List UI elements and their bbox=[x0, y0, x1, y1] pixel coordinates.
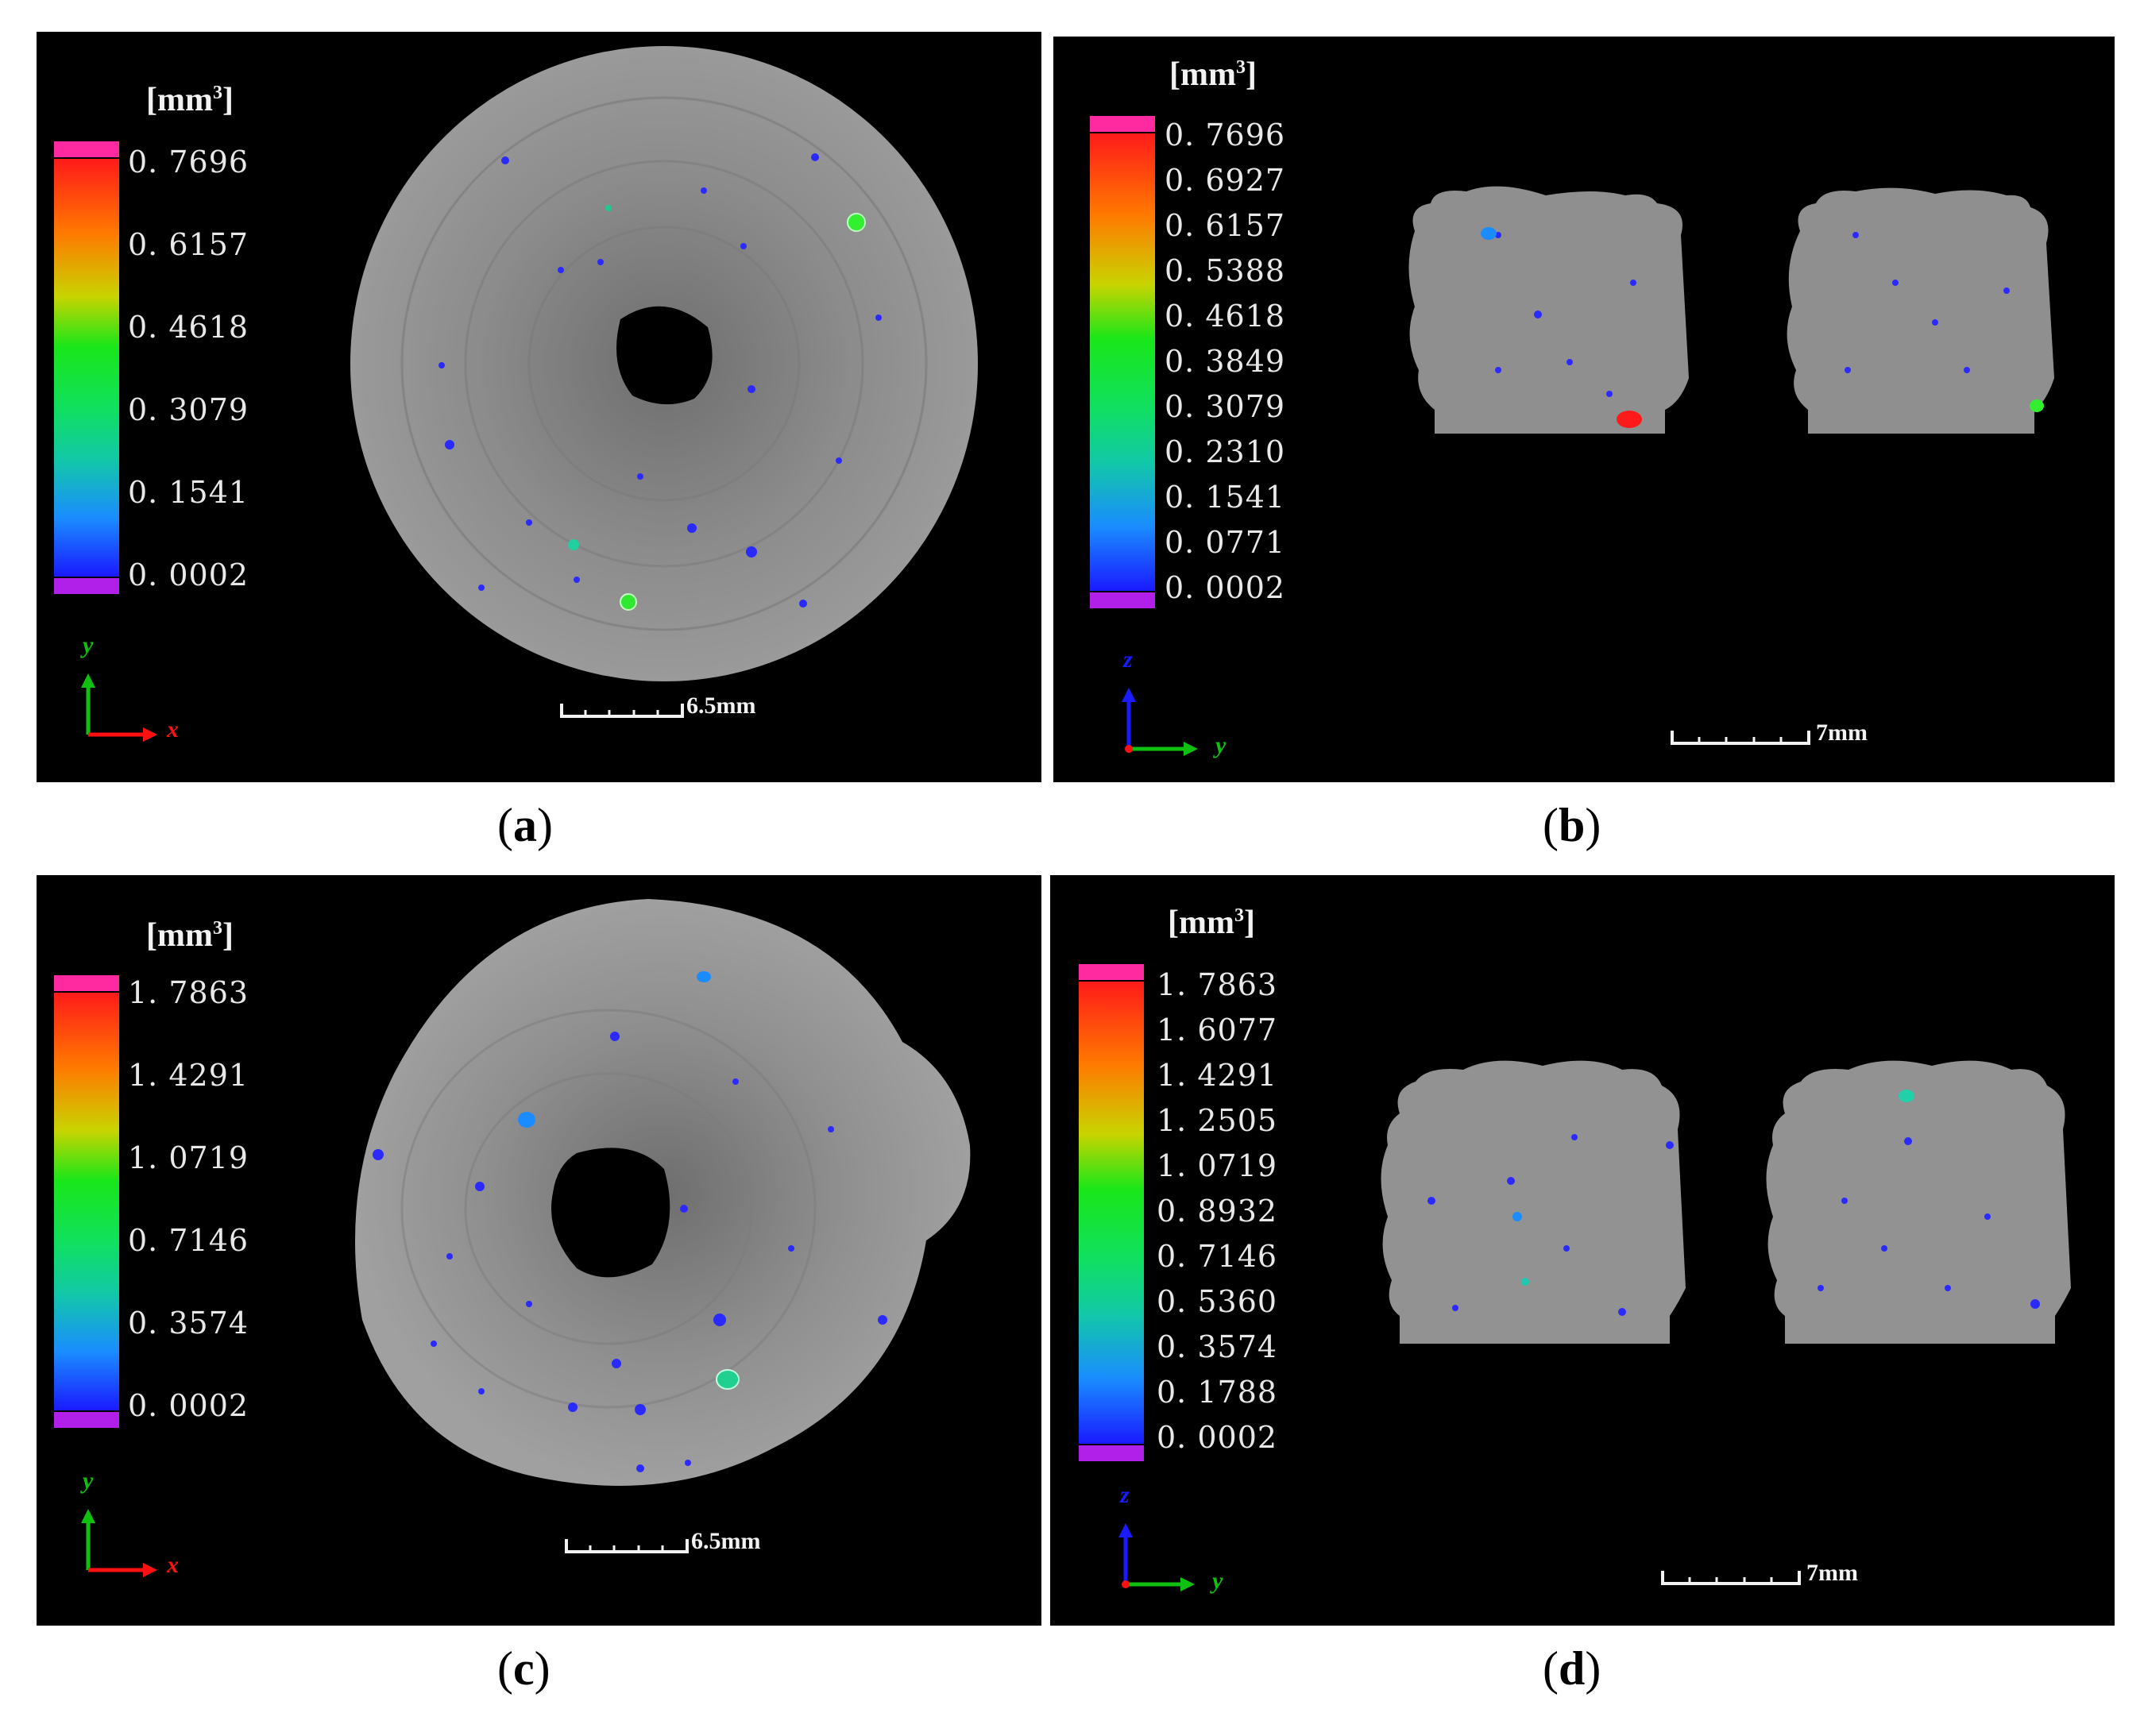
colorbar bbox=[54, 141, 119, 594]
colorbar-tick-label: 0. 3079 bbox=[128, 392, 249, 427]
scale-bar-label: 7mm bbox=[1806, 1560, 1858, 1586]
colorbar-tick-label: 0. 5388 bbox=[1165, 253, 1286, 288]
specimen-cross-sections-side-view bbox=[1381, 1060, 2071, 1344]
panel-d: [mm3] 1. 7863 1. 6077 1. 4291 1. 2505 1.… bbox=[1050, 875, 2115, 1626]
scale-bar bbox=[560, 704, 684, 718]
colorbar-bottom-cap bbox=[1079, 1445, 1144, 1461]
colorbar-unit: [mm3] bbox=[146, 917, 234, 954]
axis-label-vertical: y bbox=[83, 632, 94, 658]
caption-c: (c) bbox=[497, 1642, 550, 1695]
coordinate-axes-icon bbox=[81, 673, 157, 742]
colorbar-top-cap bbox=[1090, 116, 1155, 132]
colorbar-tick-label: 0. 3849 bbox=[1165, 344, 1286, 379]
colorbar-tick-label: 0. 7146 bbox=[128, 1223, 249, 1258]
colorbar-gradient bbox=[54, 159, 119, 577]
coordinate-axes-icon bbox=[81, 1509, 157, 1577]
colorbar-tick-label: 0. 3574 bbox=[1157, 1329, 1278, 1364]
colorbar-tick-label: 1. 0719 bbox=[128, 1140, 249, 1175]
colorbar-tick-label: 0. 3574 bbox=[128, 1306, 249, 1341]
colorbar-gradient bbox=[54, 993, 119, 1410]
colorbar bbox=[1079, 964, 1144, 1461]
colorbar-tick-label: 1. 4291 bbox=[128, 1058, 249, 1093]
colorbar-tick-label: 0. 6157 bbox=[128, 227, 249, 262]
axis-label-horizontal: y bbox=[1212, 1568, 1223, 1594]
colorbar-tick-label: 0. 6927 bbox=[1165, 163, 1286, 198]
specimen-ring-top-view bbox=[355, 899, 971, 1486]
colorbar-unit: [mm3] bbox=[146, 82, 234, 118]
colorbar-tick-label: 0. 7696 bbox=[128, 145, 249, 179]
colorbar-tick-label: 0. 1541 bbox=[128, 475, 249, 510]
axis-label-vertical: z bbox=[1120, 1482, 1130, 1508]
colorbar-tick-label: 0. 0771 bbox=[1165, 525, 1286, 560]
scale-bar bbox=[565, 1539, 689, 1553]
colorbar bbox=[1090, 116, 1155, 608]
colorbar-top-cap bbox=[54, 975, 119, 991]
scale-bar-label: 6.5mm bbox=[691, 1528, 761, 1554]
axis-label-vertical: z bbox=[1123, 646, 1133, 673]
scale-bar-label: 6.5mm bbox=[686, 692, 756, 719]
colorbar-tick-label: 0. 0002 bbox=[128, 557, 249, 592]
colorbar-unit: [mm3] bbox=[1168, 905, 1255, 941]
colorbar-tick-label: 0. 0002 bbox=[1157, 1420, 1278, 1455]
colorbar-tick-label: 0. 3079 bbox=[1165, 389, 1286, 424]
specimen-cross-sections-side-view bbox=[1408, 186, 2054, 434]
caption-a: (a) bbox=[497, 799, 553, 851]
colorbar-top-cap bbox=[1079, 964, 1144, 980]
colorbar-tick-label: 1. 2505 bbox=[1157, 1103, 1278, 1138]
colorbar-tick-label: 0. 1788 bbox=[1157, 1375, 1278, 1410]
scale-bar-label: 7mm bbox=[1816, 719, 1868, 746]
colorbar-bottom-cap bbox=[54, 1412, 119, 1428]
colorbar-tick-label: 0. 7696 bbox=[1165, 118, 1286, 152]
caption-b: (b) bbox=[1543, 799, 1601, 851]
colorbar-unit: [mm3] bbox=[1169, 56, 1257, 93]
panel-c: [mm3] 1. 7863 1. 4291 1. 0719 0. 7146 0.… bbox=[37, 875, 1041, 1626]
colorbar-tick-label: 0. 8932 bbox=[1157, 1194, 1278, 1229]
colorbar-tick-label: 0. 4618 bbox=[128, 310, 249, 345]
colorbar-top-cap bbox=[54, 141, 119, 157]
caption-d: (d) bbox=[1543, 1642, 1601, 1695]
scale-bar bbox=[1661, 1571, 1801, 1585]
colorbar-tick-label: 1. 7863 bbox=[128, 975, 249, 1010]
panel-a: [mm3] 0. 7696 0. 6157 0. 4618 0. 3079 0.… bbox=[37, 32, 1041, 782]
scale-bar bbox=[1671, 731, 1810, 745]
coordinate-axes-icon bbox=[1118, 1523, 1195, 1591]
colorbar-tick-label: 0. 1541 bbox=[1165, 480, 1286, 515]
colorbar-bottom-cap bbox=[1090, 592, 1155, 608]
axis-label-horizontal: x bbox=[167, 1552, 179, 1578]
specimen-ring-top-view bbox=[350, 46, 978, 681]
colorbar-tick-label: 1. 6077 bbox=[1157, 1013, 1278, 1047]
panel-b: [mm3] 0. 7696 0. 6927 0. 6157 0. 5388 0.… bbox=[1053, 37, 2115, 782]
colorbar bbox=[54, 975, 119, 1428]
colorbar-tick-label: 0. 7146 bbox=[1157, 1239, 1278, 1274]
colorbar-tick-label: 0. 6157 bbox=[1165, 208, 1286, 243]
colorbar-tick-label: 0. 4618 bbox=[1165, 299, 1286, 334]
axis-label-horizontal: x bbox=[167, 716, 179, 743]
colorbar-tick-label: 0. 5360 bbox=[1157, 1284, 1278, 1319]
colorbar-gradient bbox=[1090, 133, 1155, 591]
colorbar-bottom-cap bbox=[54, 578, 119, 594]
coordinate-axes-icon bbox=[1122, 688, 1198, 756]
colorbar-gradient bbox=[1079, 982, 1144, 1444]
axis-label-vertical: y bbox=[83, 1468, 94, 1494]
colorbar-tick-label: 1. 0719 bbox=[1157, 1148, 1278, 1183]
colorbar-tick-label: 0. 2310 bbox=[1165, 434, 1286, 469]
colorbar-tick-label: 0. 0002 bbox=[128, 1388, 249, 1423]
colorbar-tick-label: 1. 7863 bbox=[1157, 967, 1278, 1002]
colorbar-tick-label: 1. 4291 bbox=[1157, 1058, 1278, 1093]
axis-label-horizontal: y bbox=[1215, 732, 1227, 758]
colorbar-tick-label: 0. 0002 bbox=[1165, 570, 1286, 605]
